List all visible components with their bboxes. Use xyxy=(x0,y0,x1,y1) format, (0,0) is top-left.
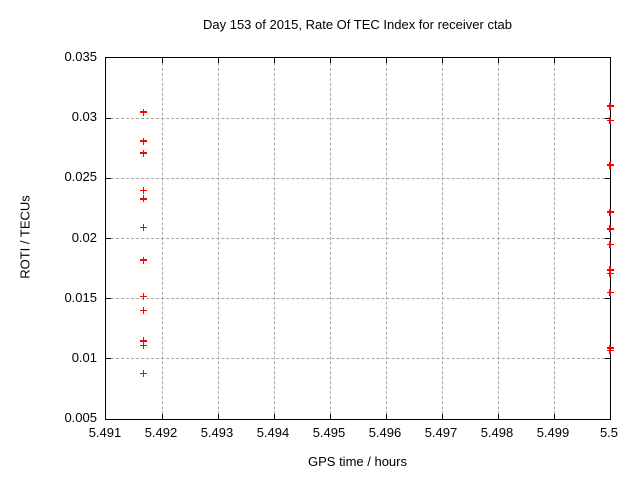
x-tick-label: 5.497 xyxy=(424,425,458,440)
chart-title: Day 153 of 2015, Rate Of TEC Index for r… xyxy=(202,17,513,32)
marker-vertical-bar xyxy=(609,266,611,274)
data-point-marker xyxy=(606,269,614,277)
marker-vertical-bar xyxy=(142,224,145,232)
marker-vertical-bar xyxy=(142,108,145,116)
x-tick-mark xyxy=(385,414,387,419)
x-tick-mark xyxy=(441,414,443,419)
data-point-marker xyxy=(140,256,148,264)
y-tick-label: 0.025 xyxy=(64,169,97,185)
x-tick-label: 5.493 xyxy=(200,425,234,440)
x-tick-mark xyxy=(497,58,499,63)
y-tick-label: 0.03 xyxy=(71,109,97,125)
x-tick-label: 5.498 xyxy=(480,425,514,440)
y-tick-label: 0.035 xyxy=(64,49,97,64)
marker-vertical-bar xyxy=(609,346,611,354)
marker-vertical-bar xyxy=(142,342,145,350)
data-point-marker xyxy=(140,292,148,300)
marker-vertical-bar xyxy=(609,241,611,249)
y-gridline xyxy=(106,298,610,300)
data-point-marker xyxy=(140,337,148,345)
data-point-marker xyxy=(140,307,148,315)
x-axis-title: GPS time / hours xyxy=(308,454,407,469)
marker-vertical-bar xyxy=(142,256,145,264)
x-tick-mark xyxy=(329,58,331,63)
y-tick-label: 0.02 xyxy=(71,229,97,245)
marker-vertical-bar xyxy=(609,225,611,233)
y-tick-label: 0.005 xyxy=(64,410,97,425)
y-tick-mark xyxy=(605,358,610,360)
y-tick-mark xyxy=(106,117,111,119)
marker-vertical-bar xyxy=(142,137,145,145)
data-point-marker xyxy=(606,225,614,233)
data-point-marker xyxy=(606,241,614,249)
data-point-marker xyxy=(606,346,614,354)
marker-vertical-bar xyxy=(142,195,145,203)
x-tick-mark xyxy=(553,414,555,419)
data-point-marker xyxy=(606,289,614,297)
marker-vertical-bar xyxy=(609,289,611,297)
y-gridline xyxy=(106,177,610,179)
y-tick-mark xyxy=(605,238,610,239)
marker-vertical-bar xyxy=(142,292,145,300)
x-tick-mark xyxy=(329,414,331,419)
x-tick-label: 5.495 xyxy=(312,425,346,440)
x-tick-label: 5.491 xyxy=(88,425,122,440)
y-tick-mark xyxy=(106,238,111,239)
x-tick-mark xyxy=(553,58,555,63)
data-point-marker xyxy=(140,224,148,232)
y-tick-mark xyxy=(605,298,610,300)
marker-vertical-bar xyxy=(609,161,611,169)
marker-vertical-bar xyxy=(142,149,145,157)
data-point-marker xyxy=(606,102,614,110)
y-gridline xyxy=(106,117,610,119)
y-tick-mark xyxy=(605,177,610,179)
marker-vertical-bar xyxy=(609,208,611,216)
x-tick-mark xyxy=(441,58,443,63)
data-point-marker xyxy=(140,186,148,194)
y-tick-label: 0.015 xyxy=(64,289,97,305)
plot-area xyxy=(105,57,614,420)
marker-vertical-bar xyxy=(609,102,611,110)
x-tick-mark xyxy=(161,414,163,419)
x-tick-mark xyxy=(497,414,499,419)
data-point-marker xyxy=(606,266,614,274)
x-tick-label: 5.494 xyxy=(256,425,290,440)
y-tick-label: 0.01 xyxy=(71,349,97,365)
y-gridline xyxy=(106,358,610,360)
x-tick-label: 5.499 xyxy=(536,425,570,440)
marker-vertical-bar xyxy=(142,186,145,194)
marker-vertical-bar xyxy=(142,369,145,377)
x-tick-mark xyxy=(217,58,219,63)
marker-vertical-bar xyxy=(142,307,145,315)
x-tick-mark xyxy=(161,58,163,63)
data-point-marker xyxy=(140,369,148,377)
x-tick-label: 5.5 xyxy=(599,425,619,440)
y-tick-mark xyxy=(106,298,111,300)
y-axis-title: ROTI / TECUs xyxy=(17,195,33,279)
data-point-marker xyxy=(140,149,148,157)
x-tick-mark xyxy=(385,58,387,63)
data-point-marker xyxy=(140,137,148,145)
marker-vertical-bar xyxy=(609,269,611,277)
data-point-marker xyxy=(606,208,614,216)
x-tick-mark xyxy=(273,58,275,63)
marker-vertical-bar xyxy=(142,337,145,345)
x-tick-label: 5.496 xyxy=(368,425,402,440)
y-gridline xyxy=(106,238,610,239)
data-point-marker xyxy=(140,195,148,203)
data-point-marker xyxy=(606,117,614,125)
y-tick-mark xyxy=(605,117,610,119)
data-point-marker xyxy=(140,108,148,116)
data-point-marker xyxy=(140,342,148,350)
x-tick-mark xyxy=(273,414,275,419)
y-tick-mark xyxy=(106,177,111,179)
x-tick-mark xyxy=(217,414,219,419)
data-point-marker xyxy=(606,161,614,169)
marker-vertical-bar xyxy=(609,117,611,125)
x-tick-label: 5.492 xyxy=(144,425,178,440)
y-tick-mark xyxy=(106,358,111,360)
